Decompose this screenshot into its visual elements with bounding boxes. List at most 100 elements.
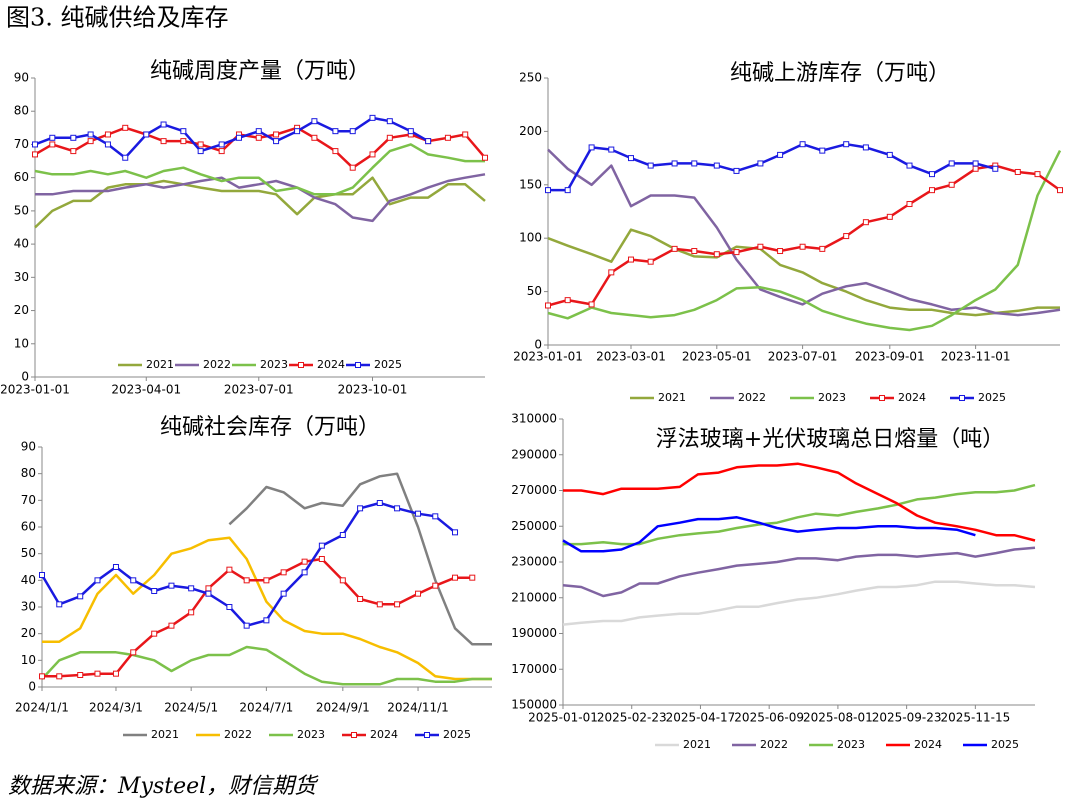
point-marker	[205, 590, 212, 597]
point-marker	[691, 160, 698, 167]
chart-title: 纯碱上游库存（万吨）	[730, 61, 950, 86]
point-marker	[1014, 168, 1021, 175]
point-marker	[104, 131, 111, 138]
point-marker	[948, 160, 955, 167]
point-marker	[104, 141, 111, 148]
point-marker	[87, 138, 94, 145]
legend-label: 2022	[224, 728, 252, 741]
y-tick-label: 50	[527, 284, 542, 298]
point-marker	[462, 131, 469, 138]
point-marker	[369, 151, 376, 158]
legend-label: 2021	[146, 358, 174, 371]
point-marker	[862, 144, 869, 151]
point-marker	[886, 213, 893, 220]
point-marker	[992, 165, 999, 172]
legend-label: 2021	[683, 738, 711, 751]
point-marker	[369, 114, 376, 121]
point-marker	[226, 566, 233, 573]
x-tick-label: 2023-10-01	[338, 383, 408, 397]
legend-marker	[959, 395, 965, 401]
series-line	[41, 645, 492, 686]
x-tick-label: 2024/5/1	[164, 701, 218, 715]
x-tick-label: 2025-06-09	[734, 711, 804, 725]
point-marker	[469, 574, 476, 581]
point-marker	[218, 148, 225, 155]
legend-label: 2023	[260, 358, 288, 371]
point-marker	[130, 649, 137, 656]
chart-title: 浮法玻璃+光伏玻璃总日熔量（吨）	[656, 427, 1004, 452]
x-tick-label: 2023-07-01	[224, 383, 294, 397]
legend-label: 2025	[978, 391, 1006, 404]
point-marker	[713, 251, 720, 258]
point-marker	[332, 128, 339, 135]
y-tick-label: 40	[14, 237, 29, 251]
y-tick-label: 90	[14, 71, 29, 85]
legend-marker	[424, 732, 430, 738]
legend-label: 2021	[658, 391, 686, 404]
point-marker	[819, 245, 826, 252]
series-line	[547, 228, 1060, 317]
point-marker	[39, 673, 45, 680]
series-line	[548, 142, 996, 192]
y-tick-label: 250000	[511, 519, 557, 533]
point-marker	[972, 160, 979, 167]
point-marker	[39, 572, 45, 578]
series-line	[547, 150, 1062, 332]
point-marker	[235, 134, 242, 141]
point-marker	[180, 128, 187, 135]
point-marker	[49, 141, 56, 148]
y-tick-label: 10	[14, 336, 29, 350]
x-tick-label: 2024/3/1	[89, 701, 143, 715]
point-marker	[318, 542, 325, 549]
point-marker	[819, 147, 826, 154]
point-marker	[444, 134, 451, 141]
y-tick-label: 80	[21, 466, 36, 480]
y-tick-label: 200	[519, 124, 542, 138]
point-marker	[339, 532, 346, 538]
point-marker	[906, 162, 913, 169]
x-tick-label: 2024/1/1	[15, 701, 69, 715]
legend-label: 2022	[738, 391, 766, 404]
point-marker	[77, 672, 84, 678]
point-marker	[394, 601, 401, 608]
x-tick-label: 2025-08-01	[803, 711, 873, 725]
point-marker	[32, 151, 38, 158]
point-marker	[671, 160, 678, 167]
x-tick-label: 2025-04-17	[666, 711, 736, 725]
point-marker	[87, 131, 94, 138]
point-marker	[160, 121, 167, 128]
x-tick-label: 2023-04-01	[111, 383, 181, 397]
series-line	[42, 557, 473, 678]
series-line	[42, 536, 492, 681]
x-tick-label: 2025-09-23	[872, 711, 942, 725]
point-marker	[311, 134, 318, 141]
point-marker	[280, 569, 287, 576]
point-marker	[843, 141, 850, 148]
y-tick-label: 30	[14, 270, 29, 284]
point-marker	[415, 590, 422, 597]
point-marker	[713, 162, 720, 169]
point-marker	[906, 201, 913, 208]
y-tick-label: 60	[14, 170, 29, 184]
y-tick-label: 20	[21, 626, 36, 640]
point-marker	[627, 256, 634, 263]
point-marker	[691, 248, 698, 255]
point-marker	[432, 513, 439, 520]
series-line	[562, 546, 1036, 598]
point-marker	[49, 134, 56, 141]
point-marker	[929, 171, 935, 178]
point-marker	[77, 593, 84, 600]
point-marker	[886, 151, 893, 158]
point-marker	[757, 243, 764, 250]
figure-title: 图3. 纯碱供给及库存	[6, 4, 229, 32]
point-marker	[564, 187, 571, 194]
point-marker	[122, 124, 129, 131]
point-marker	[32, 141, 38, 148]
legend-label: 2024	[317, 358, 345, 371]
y-tick-label: 0	[21, 370, 29, 384]
legend-label: 2022	[203, 358, 231, 371]
legend-label: 2024	[914, 738, 942, 751]
point-marker	[564, 297, 571, 304]
chart-title: 纯碱周度产量（万吨）	[150, 59, 370, 84]
point-marker	[799, 243, 806, 250]
